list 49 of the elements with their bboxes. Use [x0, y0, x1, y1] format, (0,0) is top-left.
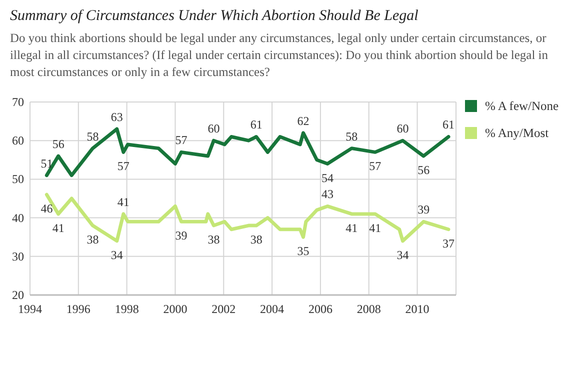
data-label: 54	[321, 170, 334, 185]
data-label: 62	[297, 114, 310, 128]
data-label: 60	[208, 122, 220, 136]
x-tick-label: 1996	[66, 302, 90, 316]
data-label: 38	[208, 232, 220, 247]
data-label: 56	[52, 137, 64, 152]
legend-label: % Any/Most	[485, 126, 550, 140]
chart-subtitle: Do you think abortions should be legal under any circumstances, legal only under certain circumstances, or illegal in all circumstances? (If legal under certain circumstances): Do you think abortion should be legal in most circumstances or only in a few circumstances?	[10, 31, 549, 79]
x-tick-label: 2006	[308, 302, 332, 316]
x-tick-label: 2004	[260, 302, 284, 316]
data-label: 57	[369, 159, 382, 174]
x-tick-label: 2008	[356, 302, 381, 316]
data-label: 57	[175, 133, 188, 148]
data-label: 34	[110, 248, 123, 262]
data-label: 43	[321, 187, 334, 202]
data-label: 60	[396, 122, 409, 136]
y-tick-label: 70	[12, 95, 24, 109]
data-label: 58	[346, 129, 358, 144]
data-label: 46	[40, 202, 53, 216]
data-label: 56	[418, 163, 430, 178]
data-label: 61	[250, 118, 262, 132]
x-tick-label: 2000	[163, 302, 188, 316]
data-label: 34	[396, 248, 409, 262]
y-tick-label: 20	[12, 288, 24, 302]
data-label: 51	[40, 156, 53, 170]
data-label: 39	[418, 202, 430, 217]
y-tick-label: 50	[12, 172, 24, 186]
y-tick-label: 60	[12, 134, 24, 148]
data-label: 37	[442, 236, 454, 250]
data-label: 41	[346, 220, 358, 235]
data-label: 61	[442, 118, 454, 132]
data-label: 41	[117, 194, 130, 209]
data-label: 58	[86, 129, 99, 144]
data-label: 38	[250, 232, 262, 247]
data-label: 35	[297, 244, 310, 258]
y-tick-label: 40	[12, 210, 24, 225]
x-tick-label: 1994	[18, 302, 42, 316]
x-tick-label: 2002	[212, 302, 236, 316]
data-label: 39	[175, 228, 188, 243]
x-tick-label: 2010	[405, 302, 430, 316]
data-label: 41	[52, 220, 64, 235]
data-label: 41	[369, 220, 382, 235]
data-label: 63	[110, 110, 123, 124]
data-label: 57	[117, 159, 130, 174]
x-tick-label: 1998	[114, 302, 139, 316]
legend-label: % A few/None	[485, 99, 560, 113]
chart-title: Summary of Circumstances Under Which Abortion Should Be Legal	[10, 8, 418, 24]
y-tick-label: 30	[12, 249, 24, 264]
data-label: 38	[86, 232, 99, 247]
